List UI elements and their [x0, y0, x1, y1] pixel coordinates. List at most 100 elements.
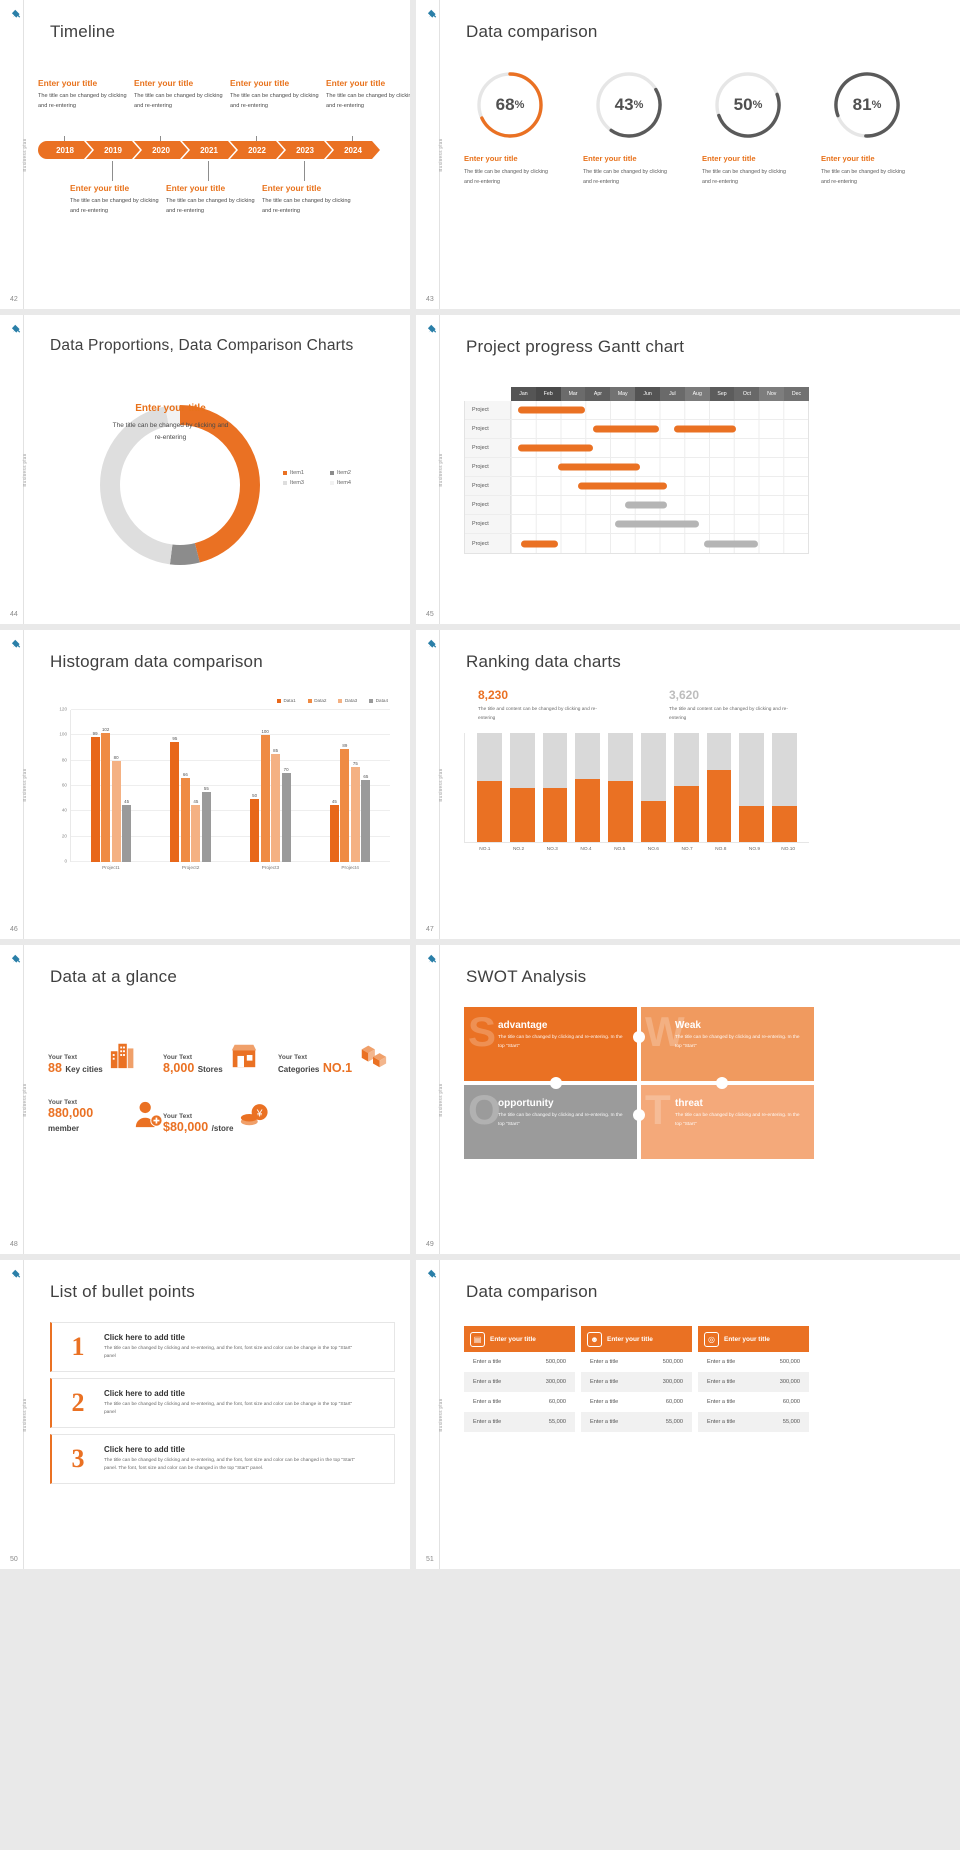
ranking-column[interactable]: [673, 733, 699, 843]
ranking-column[interactable]: [640, 733, 666, 843]
swot-quadrant[interactable]: S advantage The title can be changed by …: [464, 1007, 637, 1081]
histogram-bar[interactable]: 99: [90, 731, 100, 862]
percent-card[interactable]: 50% Enter your title The title can be ch…: [702, 68, 794, 187]
slide-47[interactable]: Business plan 47 Ranking data charts 8,23…: [416, 630, 960, 939]
metric-card[interactable]: Your Text 8,000 Stores: [163, 1040, 278, 1075]
legend-item[interactable]: Item3: [283, 480, 321, 486]
histogram-bar[interactable]: 45: [329, 799, 339, 862]
swot-quadrant[interactable]: O opportunity The title can be changed b…: [464, 1085, 637, 1159]
timeline-top-item[interactable]: Enter your title The title can be change…: [134, 78, 232, 112]
slide-43[interactable]: Business plan 43 Data comparison 68% Ente…: [416, 0, 960, 309]
row-label: Enter a title: [590, 1399, 619, 1405]
timeline-year[interactable]: 2024: [326, 141, 380, 159]
percent-card[interactable]: 81% Enter your title The title can be ch…: [821, 68, 913, 187]
column-header[interactable]: ◎ Enter your title: [698, 1326, 809, 1352]
slide-46[interactable]: Business plan 46 Histogram data compariso…: [0, 630, 410, 939]
row-label: Enter a title: [707, 1399, 736, 1405]
slide-49[interactable]: Business plan 49 SWOT Analysis S advantag…: [416, 945, 960, 1254]
histogram-bar[interactable]: 45: [191, 799, 201, 862]
gantt-bar[interactable]: [518, 444, 593, 452]
ranking-column[interactable]: [739, 733, 765, 843]
ranking-column[interactable]: [575, 733, 601, 843]
gantt-bar[interactable]: [624, 501, 667, 509]
bullet-item[interactable]: 3 Click here to add title The title can …: [50, 1434, 395, 1484]
timeline-top-item[interactable]: Enter your title The title can be change…: [326, 78, 410, 112]
histogram-bar[interactable]: 70: [281, 767, 291, 862]
gridline: 60: [62, 783, 390, 788]
timeline-year[interactable]: 2019: [86, 141, 140, 159]
center-title: Enter your title: [135, 403, 206, 414]
slide-42[interactable]: Business plan 42 Timeline Enter your titl…: [0, 0, 410, 309]
histogram-bar[interactable]: 65: [361, 774, 371, 862]
gantt-bar[interactable]: [592, 425, 660, 433]
slide-50[interactable]: Business plan 50 List of bullet points 1 …: [0, 1260, 410, 1569]
slide-48[interactable]: Business plan 48 Data at a glance Your Te…: [0, 945, 410, 1254]
pushpin-icon: [10, 8, 24, 22]
bar-value: 45: [124, 799, 130, 804]
ranking-column[interactable]: [509, 733, 535, 843]
gantt-bar[interactable]: [674, 425, 737, 433]
legend-item[interactable]: Data2: [307, 698, 326, 703]
timeline-year[interactable]: 2020: [134, 141, 188, 159]
timeline-year[interactable]: 2018: [38, 141, 92, 159]
legend-item[interactable]: Data1: [276, 698, 296, 703]
gantt-bar[interactable]: [577, 482, 667, 490]
ranking-column[interactable]: [772, 733, 797, 843]
ranking-track: [739, 733, 765, 843]
histogram-bar[interactable]: 100: [260, 729, 270, 862]
histogram-bar[interactable]: 55: [201, 786, 211, 862]
bullet-item[interactable]: 1 Click here to add title The title can …: [50, 1322, 395, 1372]
gantt-bar[interactable]: [704, 540, 759, 547]
slide-44[interactable]: Business plan 44 Data Proportions, Data C…: [0, 315, 410, 624]
gantt-bar[interactable]: [614, 520, 700, 528]
histogram-bar[interactable]: 75: [350, 761, 360, 862]
timeline-bottom-item[interactable]: Enter your title The title can be change…: [262, 183, 360, 217]
timeline-bottom-item[interactable]: Enter your title The title can be change…: [70, 183, 168, 217]
column-header[interactable]: ☻ Enter your title: [581, 1326, 692, 1352]
gantt-row-label: Project: [465, 477, 511, 495]
histogram-bar[interactable]: 95: [170, 736, 180, 862]
legend-item[interactable]: Item2: [330, 470, 368, 476]
percent-card[interactable]: 68% Enter your title The title can be ch…: [464, 68, 556, 187]
timeline-bottom-item[interactable]: Enter your title The title can be change…: [166, 183, 264, 217]
bullet-item[interactable]: 2 Click here to add title The title can …: [50, 1378, 395, 1428]
swot-quadrant[interactable]: W Weak The title can be changed by click…: [641, 1007, 814, 1081]
metric-card[interactable]: Your Text $80,000 /store ¥: [163, 1099, 278, 1134]
histogram-bar[interactable]: 45: [122, 799, 132, 862]
timeline-year[interactable]: 2023: [278, 141, 332, 159]
gantt-bar[interactable]: [520, 540, 559, 547]
swot-body: The title can be changed by clicking and…: [498, 1113, 623, 1127]
timeline-year[interactable]: 2022: [230, 141, 284, 159]
metric-card[interactable]: Your Text 88 Key cities: [48, 1040, 163, 1075]
metric-card[interactable]: Your Text Categories NO.1: [278, 1040, 393, 1075]
legend-item[interactable]: Item1: [283, 470, 321, 476]
histogram-group: 95 66 45 55 Project2: [151, 710, 231, 871]
slide-51[interactable]: Business plan 51 Data comparison ▤ Enter …: [416, 1260, 960, 1569]
legend-item[interactable]: Data3: [338, 698, 357, 703]
ranking-column[interactable]: [706, 733, 732, 843]
legend-item[interactable]: Data4: [369, 698, 388, 703]
tag-icon: ◎: [704, 1331, 719, 1347]
histogram-bar[interactable]: 80: [111, 755, 121, 862]
timeline-top-item[interactable]: Enter your title The title can be change…: [38, 78, 136, 112]
ranking-column[interactable]: [477, 733, 502, 843]
timeline-top-item[interactable]: Enter your title The title can be change…: [230, 78, 328, 112]
ranking-x-label: NO.7: [681, 847, 693, 853]
gantt-bar[interactable]: [518, 406, 586, 414]
swot-quadrant[interactable]: T threat The title can be changed by cli…: [641, 1085, 814, 1159]
ranking-column[interactable]: [608, 733, 633, 843]
column-header[interactable]: ▤ Enter your title: [464, 1326, 575, 1352]
timeline-year[interactable]: 2021: [182, 141, 236, 159]
gantt-bar[interactable]: [558, 463, 640, 471]
histogram-bar[interactable]: 102: [101, 727, 111, 862]
ranking-column[interactable]: [542, 733, 568, 843]
gantt-month-header: Jul: [659, 387, 685, 401]
histogram-bar[interactable]: 89: [340, 743, 350, 862]
metric-card[interactable]: Your Text 880,000 member: [48, 1099, 163, 1134]
slide-45[interactable]: Business plan 45 Project progress Gantt c…: [416, 315, 960, 624]
legend-item[interactable]: Item4: [330, 480, 368, 486]
histogram-bar[interactable]: 85: [271, 748, 281, 862]
histogram-bar[interactable]: 66: [180, 772, 190, 862]
histogram-bar[interactable]: 50: [250, 793, 260, 862]
percent-card[interactable]: 43% Enter your title The title can be ch…: [583, 68, 675, 187]
